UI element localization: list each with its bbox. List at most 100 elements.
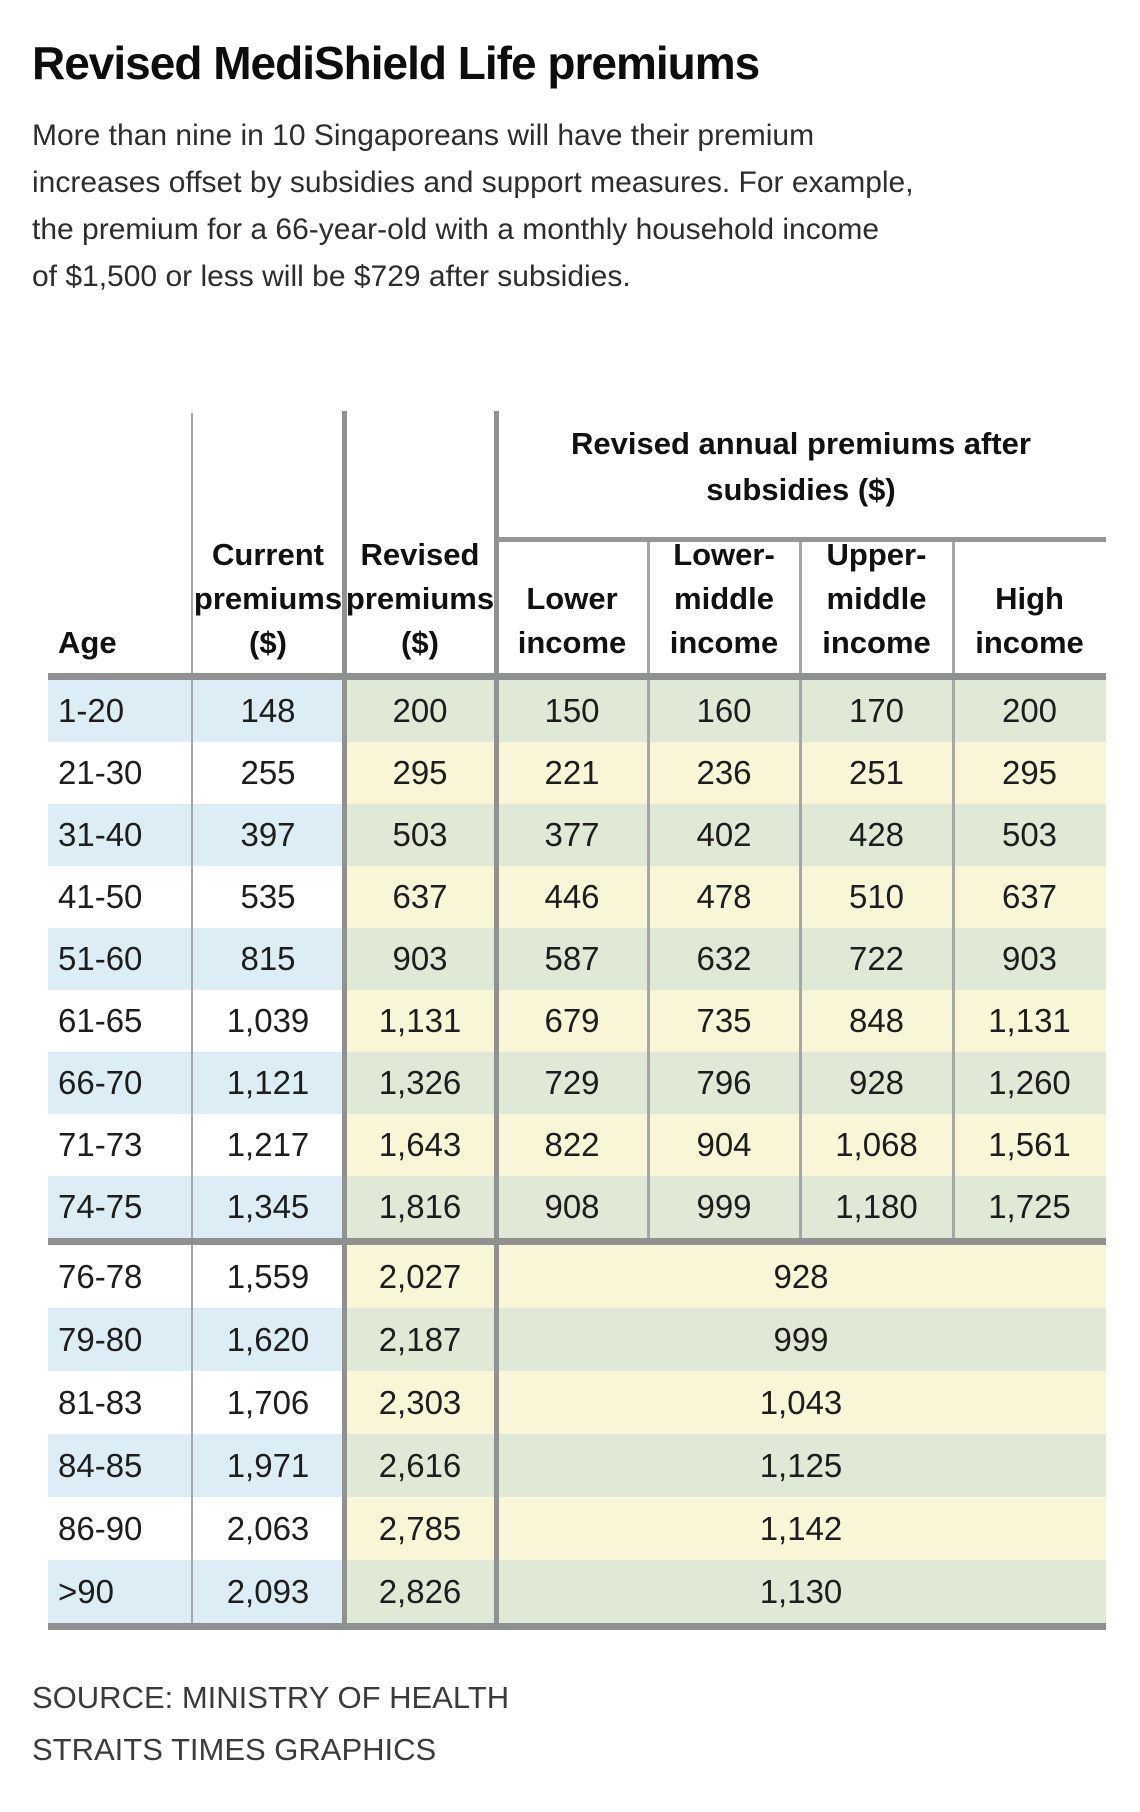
lower-middle-income-cell: 632: [648, 928, 800, 990]
group-header-underline: [496, 537, 1106, 542]
current-premium-cell: 1,706: [192, 1371, 344, 1434]
column-divider: [799, 542, 802, 673]
column-divider: [191, 413, 193, 673]
revised-premium-cell: 2,187: [344, 1308, 496, 1371]
column-divider: [647, 680, 650, 1238]
table-row: 84-85 1,971 2,616 1,125: [48, 1434, 1106, 1497]
subsidised-premium-merged-cell: 928: [496, 1245, 1106, 1308]
age-cell: 21-30: [48, 742, 192, 804]
high-income-cell: 637: [953, 866, 1106, 928]
table-row: 86-90 2,063 2,785 1,142: [48, 1497, 1106, 1560]
lower-middle-income-cell: 160: [648, 680, 800, 742]
current-premium-cell: 2,063: [192, 1497, 344, 1560]
source-line: SOURCE: MINISTRY OF HEALTH: [32, 1680, 510, 1715]
high-income-cell: 1,260: [953, 1052, 1106, 1114]
revised-premium-cell: 903: [344, 928, 496, 990]
revised-premium-cell: 1,643: [344, 1114, 496, 1176]
upper-middle-income-cell: 251: [800, 742, 953, 804]
current-premium-cell: 815: [192, 928, 344, 990]
age-cell: 41-50: [48, 866, 192, 928]
lower-income-cell: 679: [496, 990, 648, 1052]
current-premium-cell: 2,093: [192, 1560, 344, 1623]
column-divider: [342, 680, 347, 1623]
lower-income-cell: 822: [496, 1114, 648, 1176]
section-divider: [48, 1238, 1106, 1245]
revised-premium-cell: 200: [344, 680, 496, 742]
lower-middle-income-cell: 904: [648, 1114, 800, 1176]
high-income-cell: 1,725: [953, 1176, 1106, 1238]
current-premium-cell: 1,039: [192, 990, 344, 1052]
table-row: >90 2,093 2,826 1,130: [48, 1560, 1106, 1623]
age-cell: 84-85: [48, 1434, 192, 1497]
revised-premium-cell: 2,027: [344, 1245, 496, 1308]
lower-income-cell: 221: [496, 742, 648, 804]
subsidised-premium-merged-cell: 1,142: [496, 1497, 1106, 1560]
revised-premium-cell: 2,785: [344, 1497, 496, 1560]
lower-income-cell: 729: [496, 1052, 648, 1114]
column-divider: [952, 680, 955, 1238]
current-premium-cell: 1,121: [192, 1052, 344, 1114]
high-income-cell: 1,131: [953, 990, 1106, 1052]
table-row: 51-60 815 903 587 632 722 903: [48, 928, 1106, 990]
lower-middle-income-cell: 999: [648, 1176, 800, 1238]
source-credit: SOURCE: MINISTRY OF HEALTH STRAITS TIMES…: [32, 1672, 509, 1776]
high-income-cell: 503: [953, 804, 1106, 866]
revised-premium-cell: 2,303: [344, 1371, 496, 1434]
column-divider: [799, 680, 802, 1238]
column-header-current-premiums: Current premiums ($): [193, 537, 343, 660]
revised-premium-cell: 2,616: [344, 1434, 496, 1497]
current-premium-cell: 1,345: [192, 1176, 344, 1238]
table-row: 79-80 1,620 2,187 999: [48, 1308, 1106, 1371]
current-premium-cell: 535: [192, 866, 344, 928]
age-band-rows: 1-20 148 200 150 160 170 200 21-30 255 2…: [48, 680, 1106, 1238]
table-row: 81-83 1,706 2,303 1,043: [48, 1371, 1106, 1434]
table-row: 41-50 535 637 446 478 510 637: [48, 866, 1106, 928]
merged-age-band-rows: 76-78 1,559 2,027 928 79-80 1,620 2,187 …: [48, 1245, 1106, 1623]
current-premium-cell: 1,559: [192, 1245, 344, 1308]
column-divider: [191, 680, 193, 1623]
lower-middle-income-cell: 478: [648, 866, 800, 928]
column-header-upper-middle-income: Upper- middle income: [822, 537, 931, 660]
age-cell: 86-90: [48, 1497, 192, 1560]
current-premium-cell: 397: [192, 804, 344, 866]
age-cell: 61-65: [48, 990, 192, 1052]
upper-middle-income-cell: 428: [800, 804, 953, 866]
high-income-cell: 295: [953, 742, 1106, 804]
upper-middle-income-cell: 170: [800, 680, 953, 742]
table-top-border: [48, 673, 1106, 680]
page-title: Revised MediShield Life premiums: [32, 37, 760, 89]
lower-income-cell: 446: [496, 866, 648, 928]
current-premium-cell: 1,620: [192, 1308, 344, 1371]
age-cell: 1-20: [48, 680, 192, 742]
high-income-cell: 200: [953, 680, 1106, 742]
column-divider: [952, 542, 955, 673]
table-row: 21-30 255 295 221 236 251 295: [48, 742, 1106, 804]
age-cell: 31-40: [48, 804, 192, 866]
revised-premium-cell: 1,816: [344, 1176, 496, 1238]
column-header-lower-middle-income: Lower- middle income: [669, 537, 779, 660]
column-header-lower-income: Lower income: [517, 581, 627, 660]
lower-middle-income-cell: 402: [648, 804, 800, 866]
lower-income-cell: 908: [496, 1176, 648, 1238]
age-cell: 79-80: [48, 1308, 192, 1371]
upper-middle-income-cell: 722: [800, 928, 953, 990]
table-row: 31-40 397 503 377 402 428 503: [48, 804, 1106, 866]
premiums-table: Revised annual premiums after subsidies …: [48, 355, 1106, 1630]
current-premium-cell: 1,217: [192, 1114, 344, 1176]
high-income-cell: 1,561: [953, 1114, 1106, 1176]
subsidised-premium-merged-cell: 1,125: [496, 1434, 1106, 1497]
group-header: Revised annual premiums after subsidies …: [571, 426, 1031, 507]
lower-middle-income-cell: 236: [648, 742, 800, 804]
lower-middle-income-cell: 735: [648, 990, 800, 1052]
upper-middle-income-cell: 848: [800, 990, 953, 1052]
age-cell: 71-73: [48, 1114, 192, 1176]
age-cell: 81-83: [48, 1371, 192, 1434]
age-cell: 51-60: [48, 928, 192, 990]
lower-income-cell: 377: [496, 804, 648, 866]
revised-premium-cell: 637: [344, 866, 496, 928]
upper-middle-income-cell: 510: [800, 866, 953, 928]
lower-income-cell: 150: [496, 680, 648, 742]
table-row: 66-70 1,121 1,326 729 796 928 1,260: [48, 1052, 1106, 1114]
column-divider: [647, 542, 650, 673]
